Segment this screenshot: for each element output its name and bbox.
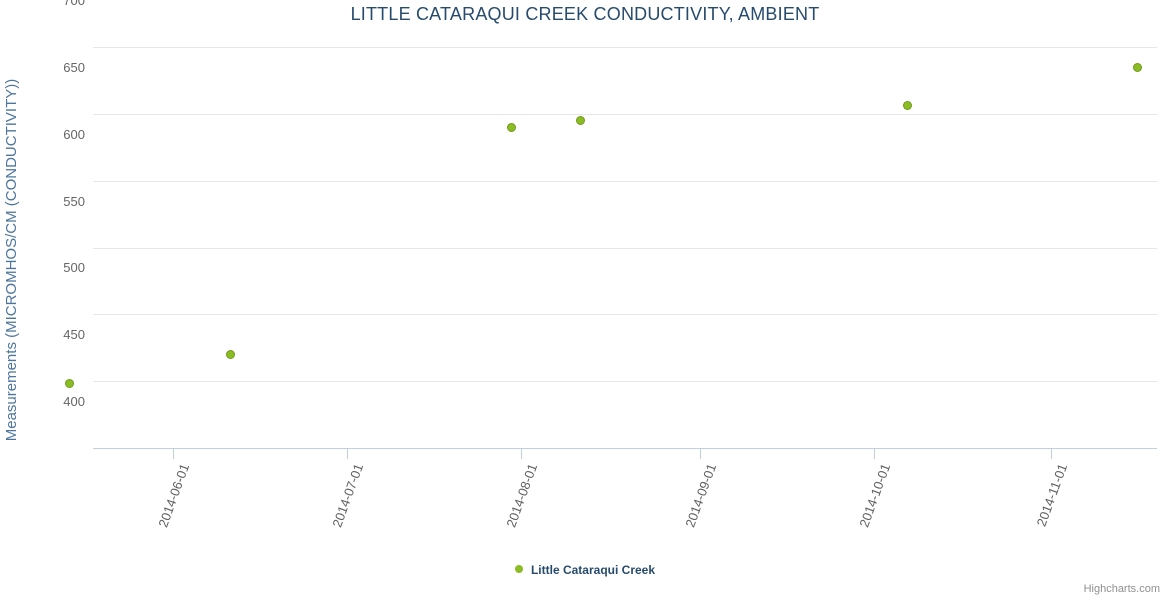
data-point[interactable] bbox=[225, 349, 235, 359]
x-axis-tick-label: 2014-08-01 bbox=[503, 461, 541, 530]
x-axis-tick-mark bbox=[347, 449, 348, 459]
gridline bbox=[93, 381, 1157, 383]
legend-item-little-cataraqui-creek[interactable]: Little Cataraqui Creek bbox=[514, 562, 656, 577]
gridline bbox=[93, 314, 1157, 316]
x-axis-tick-label: 2014-07-01 bbox=[329, 461, 367, 530]
x-axis-tick-mark bbox=[874, 449, 875, 459]
y-axis-tick-label: 700 bbox=[63, 0, 85, 8]
x-axis-tick-label: 2014-06-01 bbox=[155, 461, 193, 530]
x-axis-tick-label: 2014-11-01 bbox=[1033, 461, 1071, 529]
y-axis-tick-label: 500 bbox=[63, 260, 85, 276]
data-point[interactable] bbox=[1132, 62, 1142, 72]
x-axis-line bbox=[93, 448, 1157, 449]
data-point[interactable] bbox=[903, 101, 913, 111]
gridline bbox=[93, 47, 1157, 48]
highcharts-credits-link[interactable]: Highcharts.com bbox=[1083, 583, 1160, 595]
y-axis-tick-labels: 700 650 600 550 500 450 400 bbox=[35, 0, 85, 408]
y-axis-tick-label: 600 bbox=[63, 126, 85, 142]
plot-area bbox=[65, 47, 1157, 448]
data-point[interactable] bbox=[507, 122, 517, 132]
x-axis-tick-mark bbox=[700, 449, 701, 459]
chart-legend: Little Cataraqui Creek bbox=[0, 562, 1170, 577]
gridline bbox=[93, 113, 1157, 115]
data-point[interactable] bbox=[575, 116, 585, 126]
gridline bbox=[93, 247, 1157, 249]
x-axis-tick-label: 2014-10-01 bbox=[856, 461, 894, 530]
x-axis-tick-mark bbox=[1051, 449, 1052, 459]
y-axis-tick-label: 650 bbox=[63, 59, 85, 75]
gridline bbox=[93, 180, 1157, 182]
x-axis-tick-mark bbox=[173, 449, 174, 459]
legend-marker-icon bbox=[514, 564, 523, 573]
x-axis-tick-mark bbox=[521, 449, 522, 459]
y-axis-title: Measurements (MICROMHOS/CM (CONDUCTIVITY… bbox=[3, 78, 20, 442]
y-axis-tick-label: 550 bbox=[63, 193, 85, 209]
y-axis-tick-label: 450 bbox=[63, 327, 85, 343]
chart-title: LITTLE CATARAQUI CREEK CONDUCTIVITY, AMB… bbox=[350, 4, 820, 24]
legend-item-label: Little Cataraqui Creek bbox=[530, 562, 656, 577]
y-axis-tick-label: 400 bbox=[63, 394, 85, 409]
x-axis-tick-label: 2014-09-01 bbox=[682, 461, 720, 530]
data-point[interactable] bbox=[65, 379, 75, 389]
